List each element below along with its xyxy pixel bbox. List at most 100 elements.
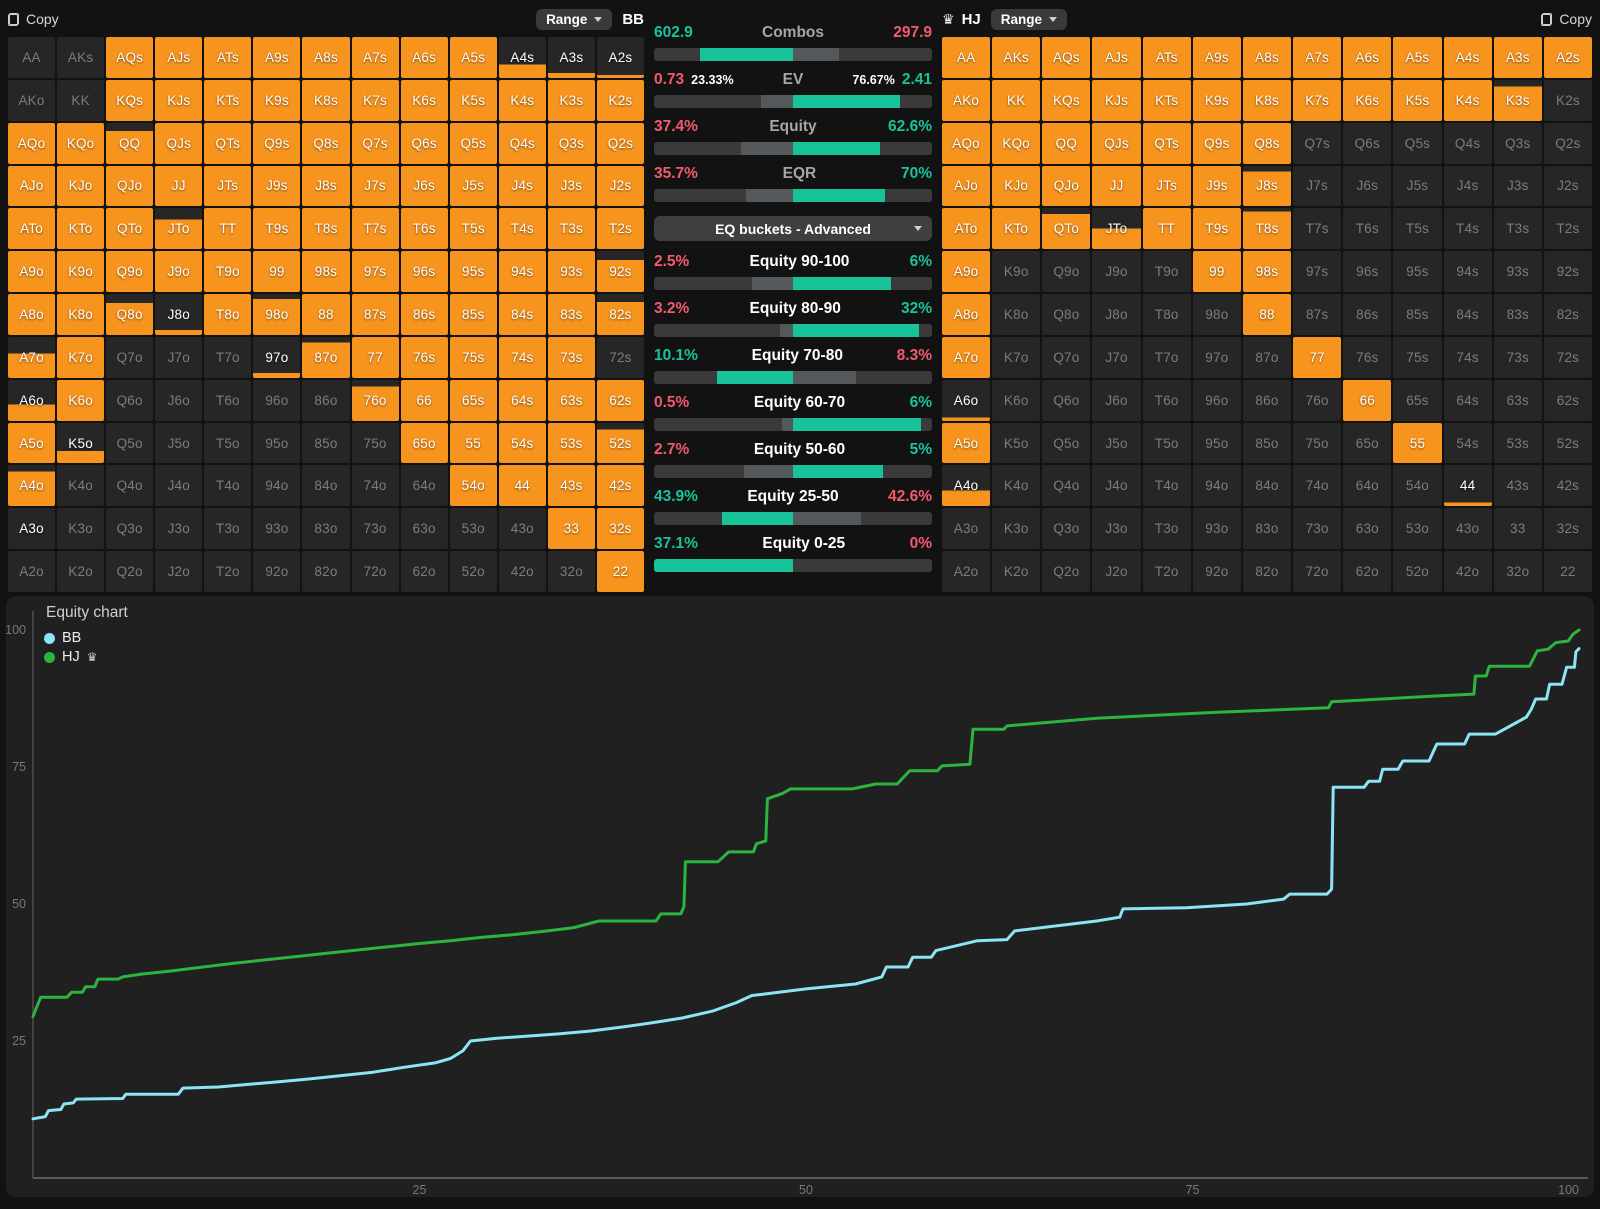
hand-cell-83s[interactable]: 83s [547,294,595,335]
hand-cell-AQs[interactable]: AQs [1042,37,1091,78]
hand-cell-J8o[interactable]: J8o [1092,294,1141,335]
hand-cell-QQ[interactable]: QQ [106,122,154,164]
hand-cell-Q8s[interactable]: Q8s [1242,122,1292,164]
hand-cell-T6o[interactable]: T6o [204,379,252,421]
hand-cell-Q6o[interactable]: Q6o [106,379,154,421]
hand-cell-94s[interactable]: 94s [1443,251,1492,293]
hand-cell-K7s[interactable]: K7s [1293,79,1342,121]
hand-cell-62s[interactable]: 62s [1543,379,1592,421]
hand-cell-A4o[interactable]: A4o [8,465,56,507]
hand-cell-T3o[interactable]: T3o [204,508,252,550]
hand-cell-Q6s[interactable]: Q6s [1343,122,1392,164]
hand-cell-QTo[interactable]: QTo [106,208,154,250]
hand-cell-Q5s[interactable]: Q5s [1393,122,1442,164]
hand-cell-93o[interactable]: 93o [253,508,301,550]
hand-cell-A6o[interactable]: A6o [8,379,56,421]
hand-cell-A6s[interactable]: A6s [400,37,448,78]
hand-cell-A5s[interactable]: A5s [1393,37,1442,78]
hand-cell-62o[interactable]: 62o [400,551,448,592]
hand-cell-KQs[interactable]: KQs [106,79,154,121]
hand-cell-96s[interactable]: 96s [1343,251,1392,293]
hand-cell-JJ[interactable]: JJ [155,165,203,207]
hand-cell-TT[interactable]: TT [1142,208,1191,250]
hand-cell-63s[interactable]: 63s [547,379,595,421]
hand-cell-T3o[interactable]: T3o [1142,508,1191,550]
hand-cell-A6s[interactable]: A6s [1343,37,1392,78]
hand-cell-98o[interactable]: 98o [253,294,301,335]
hand-cell-98o[interactable]: 98o [1192,294,1241,335]
hand-cell-84s[interactable]: 84s [1443,294,1492,335]
hand-cell-94o[interactable]: 94o [253,465,301,507]
hand-cell-85s[interactable]: 85s [449,294,497,335]
hand-cell-K3o[interactable]: K3o [992,508,1041,550]
hand-cell-Q2s[interactable]: Q2s [596,122,644,164]
hand-cell-KK[interactable]: KK [57,79,105,121]
hand-cell-94o[interactable]: 94o [1192,465,1241,507]
hand-cell-T5o[interactable]: T5o [1142,422,1191,464]
hand-cell-55[interactable]: 55 [1393,422,1442,464]
hand-cell-T5s[interactable]: T5s [449,208,497,250]
hand-cell-99[interactable]: 99 [1192,251,1241,293]
hand-cell-J7s[interactable]: J7s [1293,165,1342,207]
hand-cell-Q2o[interactable]: Q2o [106,551,154,592]
hand-cell-Q2s[interactable]: Q2s [1543,122,1592,164]
hand-cell-T5s[interactable]: T5s [1393,208,1442,250]
hand-cell-K3o[interactable]: K3o [57,508,105,550]
hand-cell-95o[interactable]: 95o [253,422,301,464]
hand-cell-63o[interactable]: 63o [1343,508,1392,550]
hand-cell-A2o[interactable]: A2o [942,551,991,592]
hand-cell-K9o[interactable]: K9o [992,251,1041,293]
hand-cell-A4o[interactable]: A4o [942,465,991,507]
hand-cell-K6o[interactable]: K6o [992,379,1041,421]
hand-cell-T4s[interactable]: T4s [498,208,546,250]
hand-cell-32o[interactable]: 32o [1493,551,1542,592]
hand-cell-JTs[interactable]: JTs [204,165,252,207]
hand-cell-83s[interactable]: 83s [1493,294,1542,335]
hand-cell-AKs[interactable]: AKs [57,37,105,78]
hand-cell-Q9o[interactable]: Q9o [1042,251,1091,293]
hand-cell-62o[interactable]: 62o [1343,551,1392,592]
hand-cell-T4s[interactable]: T4s [1443,208,1492,250]
hand-cell-72o[interactable]: 72o [351,551,399,592]
hand-cell-AKo[interactable]: AKo [942,79,991,121]
hand-cell-A3s[interactable]: A3s [547,37,595,78]
hand-cell-65s[interactable]: 65s [449,379,497,421]
hand-cell-JTs[interactable]: JTs [1142,165,1191,207]
hand-cell-K2o[interactable]: K2o [57,551,105,592]
hand-cell-T7o[interactable]: T7o [204,336,252,378]
hand-cell-A7o[interactable]: A7o [942,336,991,378]
hand-cell-KTo[interactable]: KTo [992,208,1041,250]
hand-cell-93s[interactable]: 93s [1493,251,1542,293]
hand-cell-JTo[interactable]: JTo [155,208,203,250]
hand-cell-75s[interactable]: 75s [1393,336,1442,378]
hand-cell-Q8s[interactable]: Q8s [302,122,350,164]
hand-cell-J9o[interactable]: J9o [155,251,203,293]
hand-cell-43s[interactable]: 43s [547,465,595,507]
hand-cell-K8s[interactable]: K8s [1242,79,1292,121]
hand-cell-T6o[interactable]: T6o [1142,379,1191,421]
hand-cell-T4o[interactable]: T4o [204,465,252,507]
hand-cell-95s[interactable]: 95s [1393,251,1442,293]
hand-cell-Q5o[interactable]: Q5o [106,422,154,464]
hand-cell-A5s[interactable]: A5s [449,37,497,78]
hand-cell-K7o[interactable]: K7o [57,336,105,378]
hand-cell-T3s[interactable]: T3s [547,208,595,250]
hand-cell-92o[interactable]: 92o [253,551,301,592]
hand-cell-72o[interactable]: 72o [1293,551,1342,592]
hand-cell-K3s[interactable]: K3s [1493,79,1542,121]
hand-cell-T4o[interactable]: T4o [1142,465,1191,507]
hand-cell-T7s[interactable]: T7s [351,208,399,250]
hand-cell-A2o[interactable]: A2o [8,551,56,592]
hand-cell-J7o[interactable]: J7o [155,336,203,378]
hand-cell-T2s[interactable]: T2s [596,208,644,250]
hand-cell-A8o[interactable]: A8o [942,294,991,335]
hand-cell-97s[interactable]: 97s [351,251,399,293]
hand-cell-J4o[interactable]: J4o [1092,465,1141,507]
hj-range-dropdown[interactable]: Range [990,8,1068,30]
hand-cell-75o[interactable]: 75o [1293,422,1342,464]
hand-cell-A3o[interactable]: A3o [8,508,56,550]
hand-cell-K9o[interactable]: K9o [57,251,105,293]
hand-cell-52o[interactable]: 52o [449,551,497,592]
hand-cell-86o[interactable]: 86o [302,379,350,421]
hand-cell-92o[interactable]: 92o [1192,551,1241,592]
